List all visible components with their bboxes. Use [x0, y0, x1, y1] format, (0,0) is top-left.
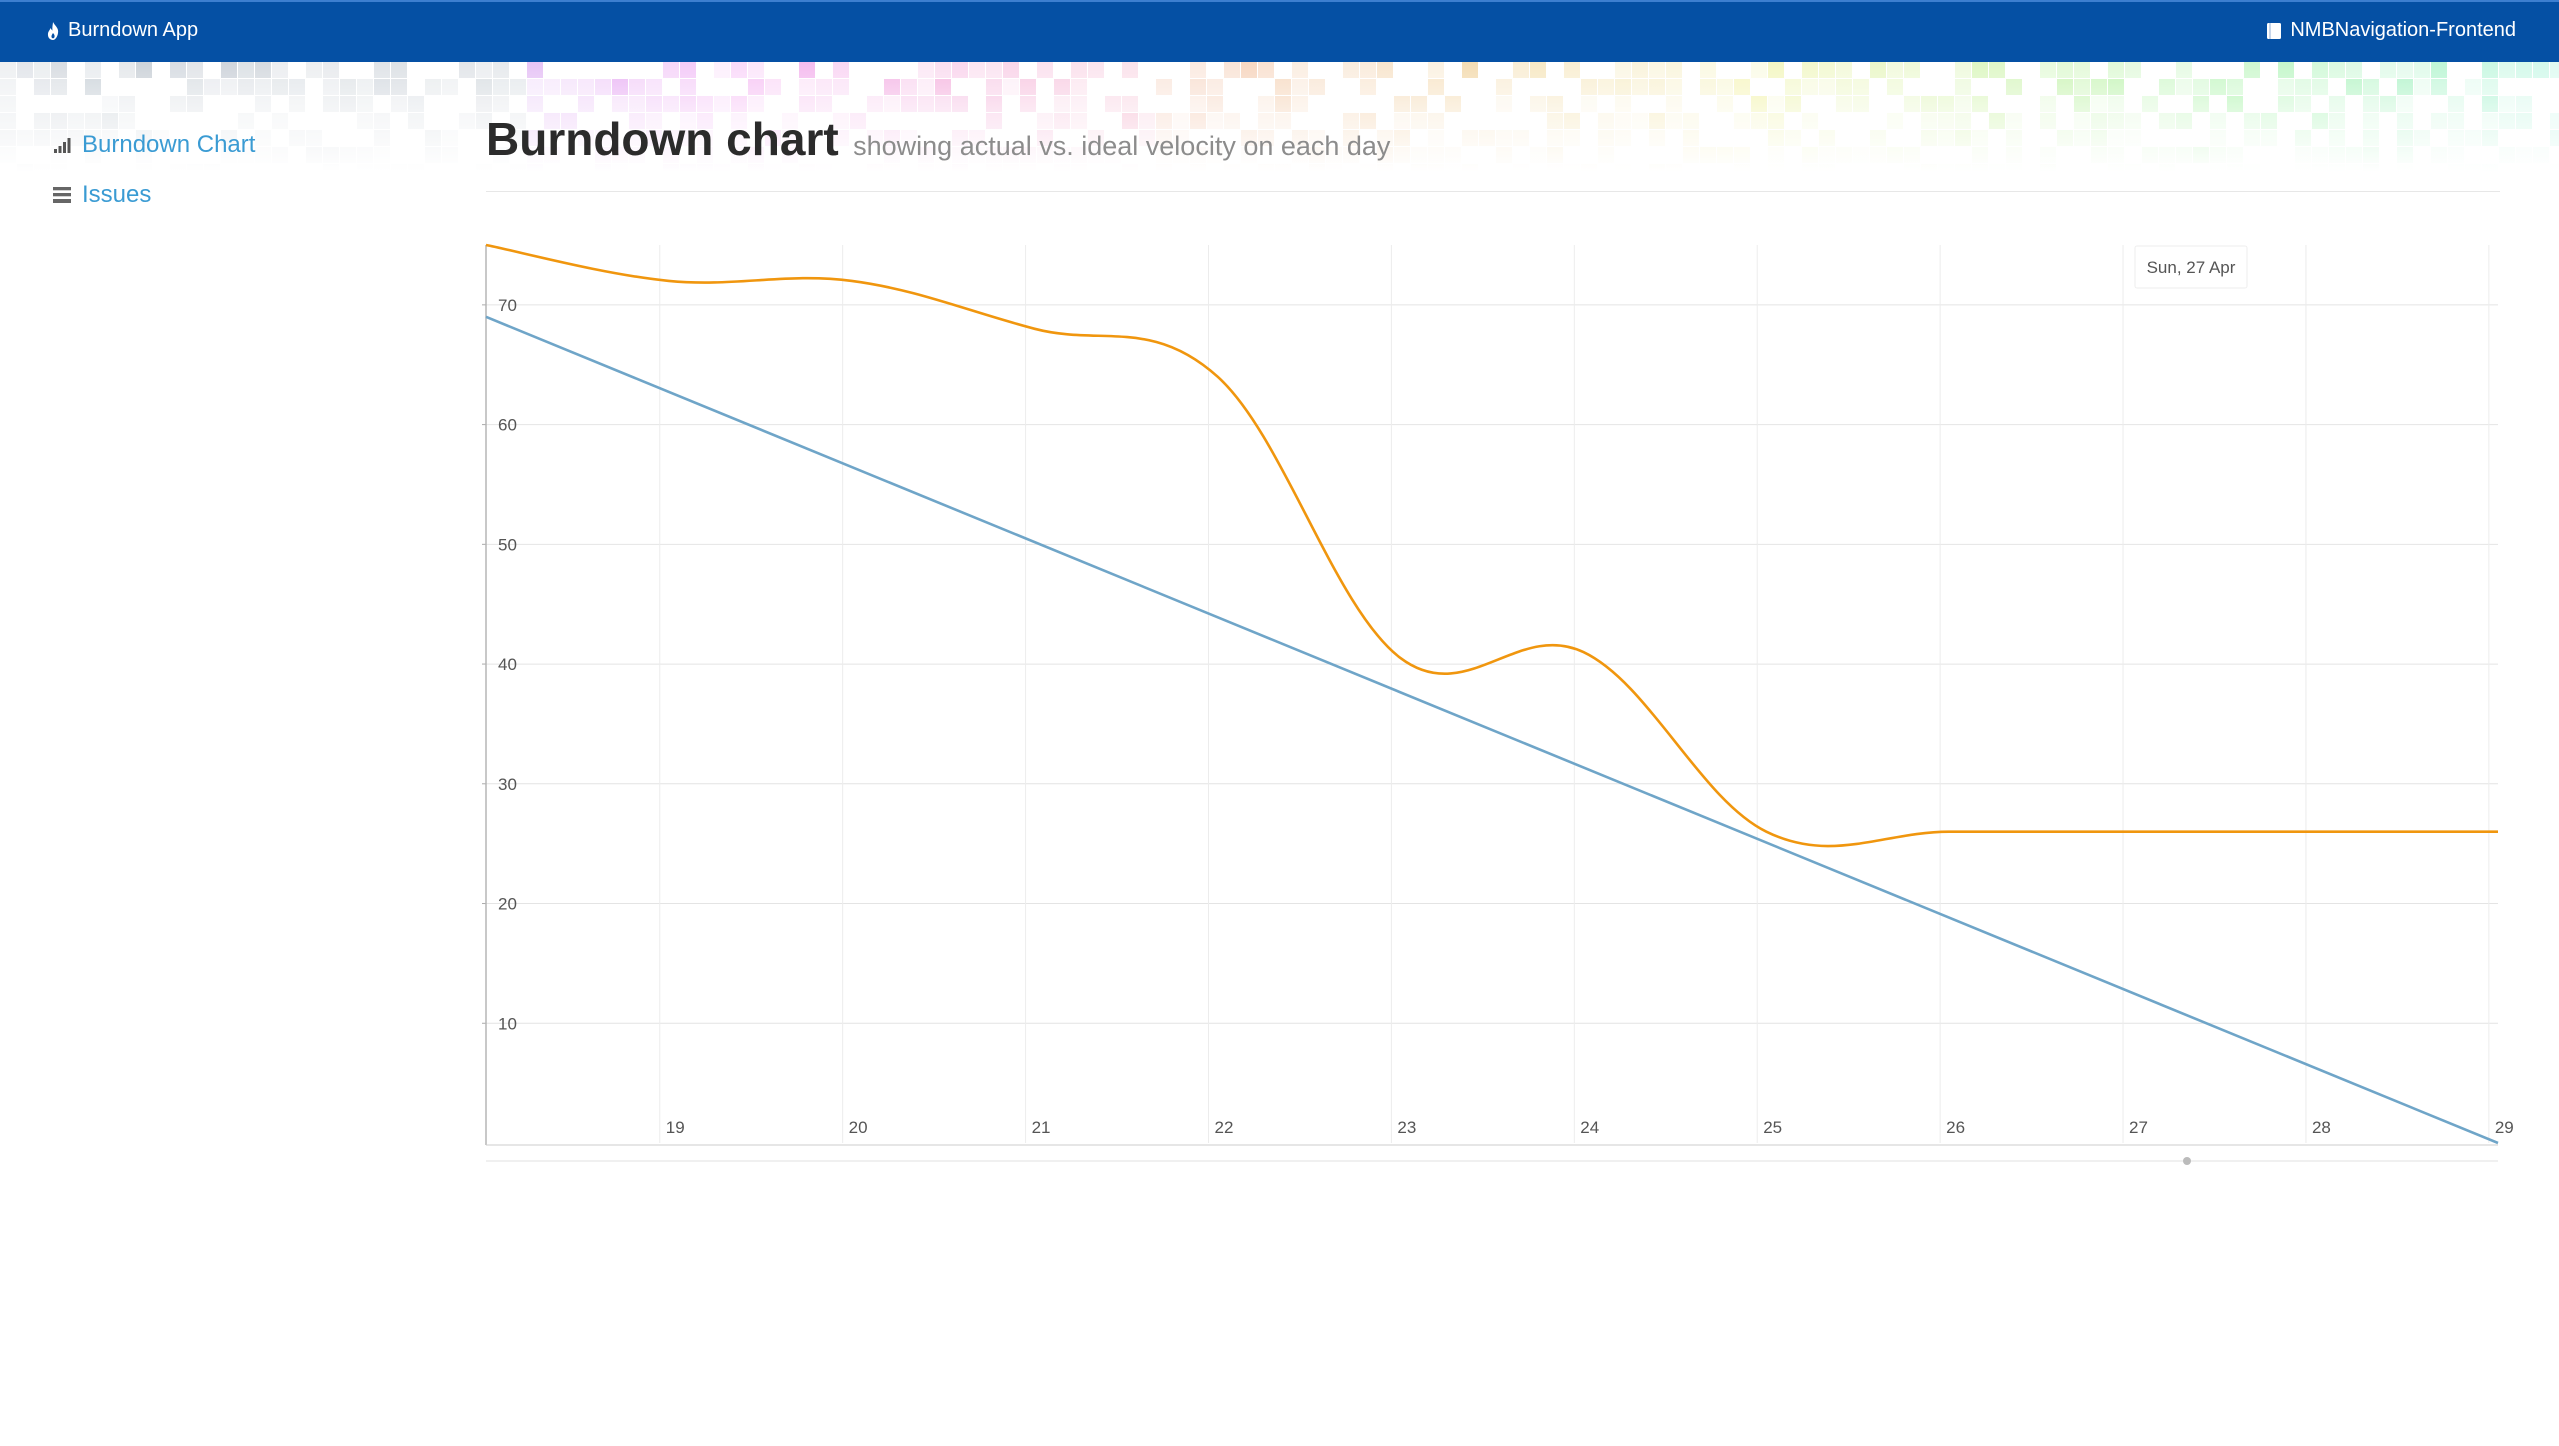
list-icon	[53, 187, 71, 203]
tooltip-box	[2134, 245, 2248, 289]
brand-label: Burndown App	[68, 19, 199, 41]
x-tick-label: 27	[2129, 1118, 2148, 1137]
x-tick-label: 21	[1032, 1118, 1051, 1137]
page-title: Burndown chart	[486, 113, 839, 165]
top-navbar: Burndown App NMBNavigation-Frontend	[0, 0, 2559, 62]
project-link[interactable]: NMBNavigation-Frontend	[2266, 19, 2516, 42]
y-tick-label: 10	[498, 1014, 517, 1033]
sidebar-item-burndown-chart[interactable]: Burndown Chart	[52, 128, 432, 162]
project-label: NMBNavigation-Frontend	[2290, 19, 2516, 41]
range-handle	[2183, 1157, 2191, 1165]
brand-link[interactable]: Burndown App	[46, 19, 198, 42]
sidebar-item-label: Burndown Chart	[82, 131, 256, 158]
y-tick-label: 30	[498, 775, 517, 794]
x-tick-label: 19	[666, 1118, 685, 1137]
page-subtitle: showing actual vs. ideal velocity on eac…	[853, 131, 1391, 161]
tooltip-label: Sun, 27 Apr	[2147, 258, 2236, 277]
y-tick-label: 50	[498, 535, 517, 554]
book-icon	[2267, 22, 2282, 39]
y-tick-label: 70	[498, 296, 517, 315]
x-tick-label: 22	[1214, 1118, 1233, 1137]
fire-icon	[47, 21, 59, 40]
sidebar-item-label: Issues	[82, 181, 152, 208]
sidebar: Burndown Chart Issues	[52, 128, 432, 228]
y-tick-label: 40	[498, 655, 517, 674]
y-tick-label: 20	[498, 895, 517, 914]
series-line-actual	[485, 243, 2498, 848]
x-tick-label: 29	[2495, 1118, 2514, 1137]
series-line-ideal	[485, 315, 2499, 1145]
bar-chart-icon	[54, 138, 71, 153]
x-tick-label: 25	[1763, 1118, 1782, 1137]
x-tick-label: 24	[1580, 1118, 1599, 1137]
decorative-banner	[0, 62, 2559, 172]
x-tick-label: 26	[1946, 1118, 1965, 1137]
x-tick-label: 23	[1397, 1118, 1416, 1137]
x-tick-label: 20	[849, 1118, 868, 1137]
sidebar-item-issues[interactable]: Issues	[52, 178, 432, 212]
page-header: Burndown chart showing actual vs. ideal …	[486, 112, 2500, 192]
y-tick-label: 60	[498, 416, 517, 435]
x-tick-label: 28	[2312, 1118, 2331, 1137]
banner-fade	[0, 62, 2559, 172]
